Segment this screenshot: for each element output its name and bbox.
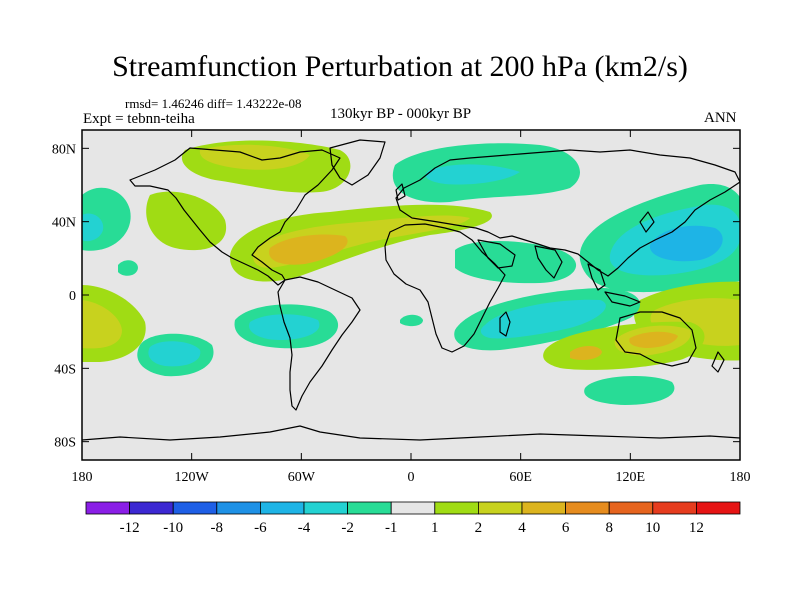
contour-patch	[82, 300, 122, 349]
lon-label: 180	[72, 470, 93, 485]
colorbar-label: -6	[254, 520, 267, 536]
coastline	[384, 223, 506, 353]
colorbar-label: -8	[211, 520, 224, 536]
colorbar: -12 -10 -8 -6 -4 -2 -1 1 2 4 6 8 10 12	[85, 501, 741, 536]
colorbar-swatch	[216, 501, 261, 515]
latitude-axis: 80N 40N 0 40S 80S	[52, 142, 740, 451]
coastline	[499, 311, 511, 337]
contour-patch	[82, 213, 104, 242]
colorbar-label: -12	[120, 520, 140, 536]
colorbar-swatch	[390, 501, 436, 515]
lon-label: 120W	[175, 470, 210, 485]
colorbar-swatch	[303, 501, 348, 515]
colorbar-label: -1	[385, 520, 398, 536]
colorbar-swatch	[652, 501, 697, 515]
lat-label: 40N	[52, 216, 76, 231]
colorbar-swatch	[129, 501, 174, 515]
coastline	[277, 276, 361, 411]
colorbar-label: 12	[689, 520, 704, 536]
season-label: ANN	[704, 110, 737, 126]
lon-label: 60W	[288, 470, 316, 485]
coastline	[395, 149, 740, 277]
contour-patch	[584, 376, 675, 405]
coastline	[615, 311, 697, 367]
longitude-axis: 180 120W 60W 0 60E 120E 180	[72, 130, 751, 485]
contour-patch	[455, 241, 577, 284]
coastline	[604, 291, 641, 307]
lon-label: 0	[408, 470, 415, 485]
contour-patch	[649, 225, 723, 262]
colorbar-swatch	[172, 501, 218, 515]
contour-patch	[629, 331, 678, 348]
colorbar-swatch	[521, 501, 566, 515]
coastline	[711, 351, 725, 373]
colorbar-swatch	[347, 501, 392, 515]
colorbar-swatch	[259, 501, 305, 515]
lat-label: 40S	[54, 362, 76, 377]
coastline	[639, 211, 655, 233]
contour-patch	[249, 314, 320, 340]
colorbar-label: 10	[645, 520, 660, 536]
colorbar-label: 8	[605, 520, 613, 536]
experiment-label: Expt = tebnn-teiha	[83, 111, 195, 127]
period-label: 130kyr BP - 000kyr BP	[330, 106, 472, 122]
colorbar-label: 1	[431, 520, 439, 536]
coastlines	[82, 139, 740, 441]
lat-label: 0	[69, 289, 76, 304]
colorbar-label: 2	[475, 520, 483, 536]
lon-label: 60E	[509, 470, 532, 485]
coastline	[534, 245, 563, 279]
coastline	[329, 139, 386, 186]
colorbar-label: -4	[298, 520, 311, 536]
field-contours	[82, 140, 740, 405]
coastline	[129, 147, 341, 286]
contour-patch	[269, 234, 348, 265]
coastline	[395, 183, 406, 201]
colorbar-label: 4	[518, 520, 526, 536]
page-title: Streamfunction Perturbation at 200 hPa (…	[112, 50, 688, 83]
coastline	[477, 239, 516, 269]
lat-label: 80N	[52, 142, 76, 157]
coastline	[587, 263, 606, 291]
colorbar-swatch	[434, 501, 479, 515]
colorbar-swatch	[85, 501, 130, 515]
colorbar-label: -10	[163, 520, 183, 536]
lon-label: 120E	[616, 470, 646, 485]
lon-label: 180	[730, 470, 751, 485]
colorbar-swatch	[565, 501, 610, 515]
contour-patch	[570, 346, 602, 360]
contour-patch	[480, 299, 606, 339]
contour-patch	[148, 341, 201, 367]
colorbar-label: -2	[341, 520, 354, 536]
colorbar-swatch	[608, 501, 654, 515]
colorbar-label: 6	[562, 520, 570, 536]
coastline	[82, 425, 740, 441]
contour-patch	[400, 314, 423, 327]
colorbar-swatch	[477, 501, 523, 515]
lat-label: 80S	[54, 436, 76, 451]
colorbar-swatch	[696, 501, 741, 515]
contour-patch	[425, 164, 520, 185]
contour-patch	[146, 191, 227, 251]
stats-subtitle: rmsd= 1.46246 diff= 1.43222e-08	[125, 96, 302, 111]
contour-patch	[118, 260, 138, 276]
